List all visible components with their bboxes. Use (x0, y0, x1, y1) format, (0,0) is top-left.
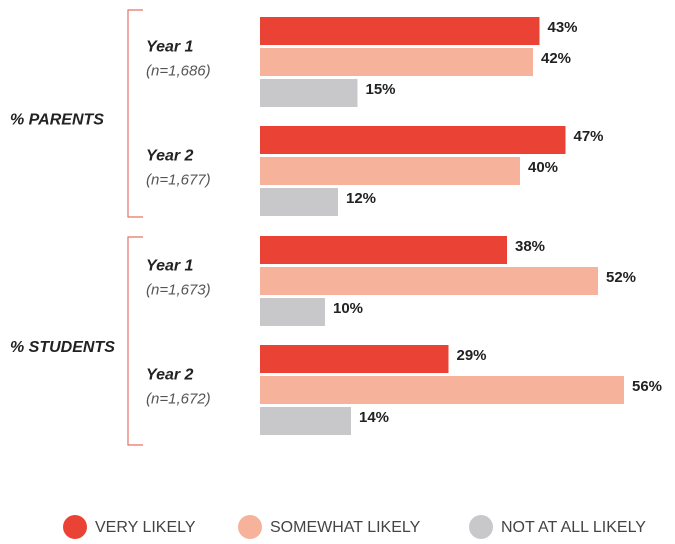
legend-swatch (469, 515, 493, 539)
value-label: 42% (541, 50, 571, 67)
bar (260, 236, 507, 264)
bar (260, 298, 325, 326)
value-label: 40% (528, 159, 558, 176)
legend-label: VERY LIKELY (95, 519, 196, 536)
value-label: 29% (457, 347, 487, 364)
value-label: 56% (632, 378, 662, 395)
value-label: 52% (606, 269, 636, 286)
legend-label: NOT AT ALL LIKELY (501, 519, 646, 536)
group-bracket (127, 236, 143, 446)
value-label: 43% (548, 19, 578, 36)
value-label: 47% (574, 128, 604, 145)
bar (260, 17, 540, 45)
sample-size: (n=1,686) (146, 62, 211, 79)
sample-size: (n=1,673) (146, 281, 211, 298)
bar (260, 48, 533, 76)
bar (260, 126, 566, 154)
group-label: % PARENTS (10, 112, 104, 129)
bar (260, 407, 351, 435)
bar (260, 345, 449, 373)
value-label: 10% (333, 300, 363, 317)
bar (260, 157, 520, 185)
value-label: 15% (366, 81, 396, 98)
category-label: Year 1 (146, 258, 194, 275)
bar (260, 188, 338, 216)
legend-swatch (238, 515, 262, 539)
bar (260, 267, 598, 295)
legend-label: SOMEWHAT LIKELY (270, 519, 421, 536)
value-label: 12% (346, 190, 376, 207)
value-label: 14% (359, 409, 389, 426)
sample-size: (n=1,672) (146, 390, 211, 407)
category-label: Year 2 (146, 367, 194, 384)
category-label: Year 1 (146, 39, 194, 56)
legend-swatch (63, 515, 87, 539)
sample-size: (n=1,677) (146, 171, 211, 188)
bar (260, 376, 624, 404)
group-label: % STUDENTS (10, 339, 115, 356)
bar (260, 79, 358, 107)
category-label: Year 2 (146, 148, 194, 165)
value-label: 38% (515, 238, 545, 255)
group-bracket (127, 9, 143, 218)
